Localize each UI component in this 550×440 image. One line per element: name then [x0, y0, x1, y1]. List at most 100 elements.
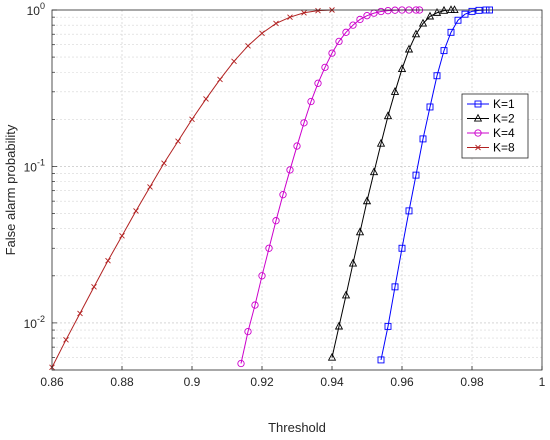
- data-point-x: [315, 7, 321, 14]
- data-point-square: [440, 47, 448, 55]
- data-point-square: [454, 16, 462, 24]
- x-tick-label: 0.98: [460, 375, 484, 389]
- data-point-circle: [356, 15, 364, 24]
- y-axis-label: False alarm probability: [3, 124, 18, 255]
- data-point-triangle: [397, 64, 407, 72]
- legend-label: K=2: [493, 112, 515, 126]
- x-tick-label: 0.86: [40, 375, 64, 389]
- data-point-square: [405, 207, 413, 215]
- data-point-square: [461, 10, 469, 18]
- y-tick-label: 100: [27, 1, 45, 18]
- data-point-triangle: [348, 258, 358, 267]
- x-axis-label: Threshold: [268, 420, 326, 435]
- data-point-triangle: [327, 352, 337, 361]
- data-point-circle: [272, 217, 280, 225]
- data-point-square: [412, 171, 420, 179]
- data-point-square: [377, 356, 385, 364]
- grid: [52, 10, 542, 370]
- y-tick-label: 10-2: [24, 314, 45, 331]
- data-point-square: [391, 283, 399, 291]
- data-point-x: [63, 336, 69, 343]
- data-point-x: [105, 257, 111, 264]
- legend-label: K=1: [493, 97, 515, 111]
- data-point-circle: [342, 28, 350, 36]
- data-point-circle: [265, 244, 273, 252]
- data-point-square: [419, 135, 427, 143]
- data-point-x: [133, 208, 139, 214]
- data-point-triangle: [355, 227, 365, 236]
- data-point-x: [161, 160, 167, 166]
- legend-item: K=8: [467, 141, 515, 155]
- data-point-x: [91, 284, 97, 290]
- data-point-triangle: [362, 196, 372, 205]
- data-point-x: [231, 58, 237, 65]
- data-point-circle: [237, 359, 245, 368]
- series-line: [331, 9, 455, 358]
- data-point-circle: [377, 7, 385, 16]
- data-point-x: [189, 116, 195, 123]
- legend-item: K=1: [467, 97, 515, 111]
- data-point-triangle: [404, 44, 414, 53]
- x-tick-label: 0.96: [390, 375, 414, 389]
- legend-item: K=2: [467, 112, 515, 126]
- data-point-triangle: [450, 5, 459, 14]
- data-point-triangle: [418, 18, 428, 27]
- data-point-triangle: [425, 11, 435, 20]
- x-tick-label: 0.88: [110, 375, 134, 389]
- plot-area: [52, 10, 542, 370]
- series-line: [380, 9, 490, 361]
- data-point-square: [447, 28, 455, 36]
- data-point-circle: [300, 119, 308, 127]
- data-point-square: [384, 322, 392, 330]
- data-point-triangle: [390, 87, 400, 95]
- data-point-triangle: [341, 290, 351, 299]
- data-point-x: [301, 9, 307, 16]
- data-point-triangle: [411, 29, 421, 38]
- ticks: 0.86 0.88 0.9 0.92 0.94 0.96 0.98 1 10-2 10-1 100: [24, 1, 546, 389]
- data-point-circle: [349, 21, 357, 29]
- legend-item: K=4: [467, 126, 515, 140]
- y-tick-label: 10-1: [24, 157, 45, 174]
- data-point-x: [475, 144, 481, 151]
- data-point-x: [259, 30, 265, 37]
- x-tick-label: 1: [539, 375, 546, 389]
- data-point-triangle: [383, 111, 393, 120]
- data-point-square: [468, 7, 476, 15]
- x-tick-label: 0.92: [250, 375, 274, 389]
- data-point-square: [474, 100, 482, 108]
- plot-frame: [51, 9, 543, 371]
- data-point-x: [147, 184, 153, 190]
- data-point-triangle: [473, 113, 483, 122]
- data-point-x: [77, 310, 83, 317]
- data-point-circle: [251, 301, 259, 309]
- data-point-circle: [328, 49, 336, 57]
- x-tick-label: 0.9: [184, 375, 201, 389]
- data-point-x: [203, 96, 209, 102]
- data-point-x: [175, 138, 181, 145]
- x-tick-label: 0.94: [320, 375, 344, 389]
- data-point-x: [217, 76, 223, 83]
- data-point-circle: [279, 191, 287, 199]
- data-point-circle: [293, 142, 301, 150]
- series-K=2: [327, 5, 459, 361]
- data-point-triangle: [369, 167, 379, 176]
- data-point-triangle: [334, 321, 344, 330]
- data-point-circle: [474, 129, 482, 137]
- data-point-circle: [307, 97, 315, 106]
- data-point-x: [287, 14, 293, 20]
- data-point-circle: [286, 166, 294, 174]
- legend-label: K=8: [493, 141, 515, 155]
- data-point-square: [426, 103, 434, 111]
- data-point-triangle: [432, 8, 442, 16]
- legend-label: K=4: [493, 126, 515, 140]
- data-point-circle: [314, 79, 322, 87]
- data-point-square: [398, 244, 406, 252]
- data-point-x: [273, 20, 279, 27]
- data-point-x: [245, 43, 251, 49]
- data-point-circle: [321, 63, 329, 71]
- data-point-x: [119, 233, 125, 239]
- legend: K=1K=2K=4K=8: [461, 93, 529, 159]
- data-point-circle: [363, 12, 371, 20]
- series-K=8: [49, 7, 335, 371]
- data-point-circle: [335, 37, 343, 46]
